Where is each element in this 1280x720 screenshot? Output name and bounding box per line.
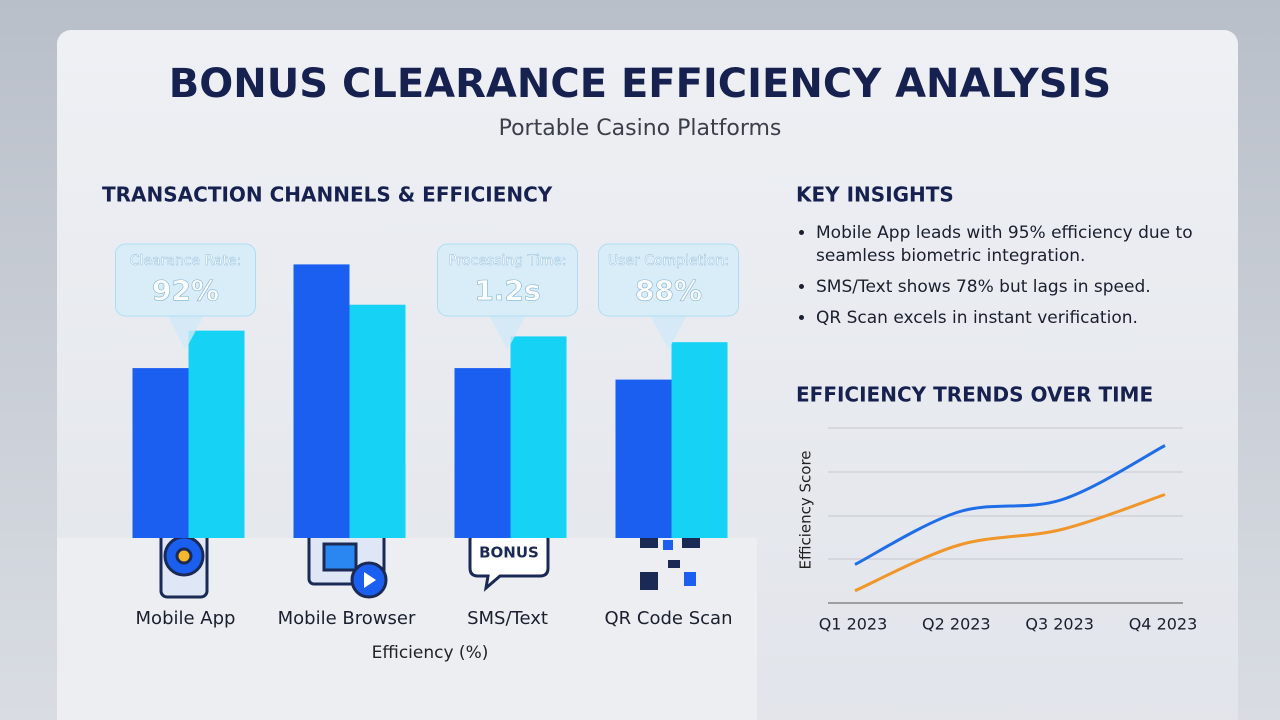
bar bbox=[349, 304, 406, 538]
x-tick-label: Q2 2023 bbox=[922, 615, 991, 634]
bar bbox=[293, 264, 350, 538]
svg-text:BONUS: BONUS bbox=[479, 544, 539, 562]
subtitle: Portable Casino Platforms bbox=[499, 116, 782, 141]
callout-pointer bbox=[167, 316, 204, 350]
title: BONUS CLEARANCE EFFICIENCY ANALYSIS bbox=[169, 61, 1111, 107]
callout-value: 1.2s bbox=[474, 274, 540, 307]
callout-pointer bbox=[489, 316, 526, 350]
callout bbox=[598, 243, 739, 317]
x-tick-label: Mobile App bbox=[136, 608, 236, 629]
browser-icon bbox=[307, 526, 388, 599]
callout-label: User Completion: bbox=[608, 253, 729, 269]
bar bbox=[454, 368, 511, 538]
callout-label: Processing Time: bbox=[448, 253, 566, 269]
x-tick-label: Mobile Browser bbox=[278, 608, 416, 629]
x-tick-label: Q3 2023 bbox=[1025, 615, 1094, 634]
callout-value: 88% bbox=[635, 274, 702, 307]
callout-value: 92% bbox=[152, 274, 219, 307]
line bbox=[854, 493, 1166, 593]
callout-pointer bbox=[650, 316, 687, 350]
x-tick-label: QR Code Scan bbox=[605, 608, 733, 629]
grid bbox=[828, 427, 1183, 560]
insights-list: Mobile App leads with 95% efficiency due… bbox=[796, 222, 1196, 338]
x-tick-label: Q4 2023 bbox=[1129, 615, 1198, 634]
section-title: TRANSACTION CHANNELS & EFFICIENCY bbox=[102, 183, 553, 207]
callout bbox=[115, 243, 256, 317]
line bbox=[854, 444, 1166, 566]
insight: SMS/Text shows 78% but lags in speed. bbox=[816, 276, 1196, 299]
bar bbox=[510, 336, 567, 538]
y-axis-label: Efficiency Score bbox=[797, 450, 815, 569]
callout bbox=[437, 243, 578, 317]
x-tick-label: Q1 2023 bbox=[819, 615, 888, 634]
x-axis-label: Efficiency (%) bbox=[372, 643, 489, 663]
insight: Mobile App leads with 95% efficiency due… bbox=[816, 222, 1196, 268]
section-title: EFFICIENCY TRENDS OVER TIME bbox=[796, 383, 1153, 407]
bar bbox=[671, 342, 728, 538]
bar bbox=[132, 368, 189, 538]
bar bbox=[615, 379, 672, 538]
x-tick-label: SMS/Text bbox=[467, 608, 548, 629]
callout-label: Clearance Rate: bbox=[130, 253, 242, 269]
insight: QR Scan excels in instant verification. bbox=[816, 307, 1196, 330]
bar bbox=[188, 330, 245, 538]
insights-title: KEY INSIGHTS bbox=[796, 183, 954, 207]
